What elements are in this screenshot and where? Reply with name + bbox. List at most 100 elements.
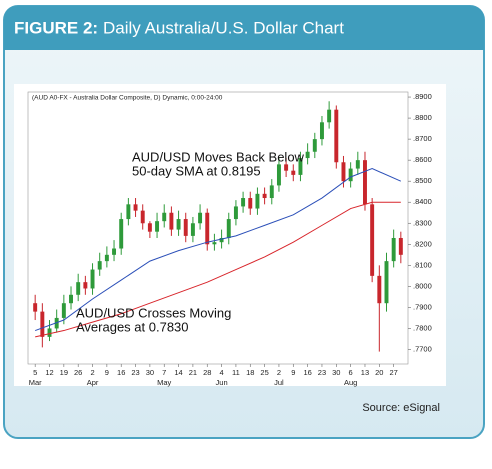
candle-body xyxy=(104,254,109,262)
x-tick-label: 9 xyxy=(105,368,109,377)
candle-body xyxy=(348,168,353,182)
candle-body xyxy=(355,160,360,169)
plot: .7700 .7800 .7900 .8000 .8100 .8200 .8300 .8400… xyxy=(29,92,432,387)
candle-body xyxy=(162,212,167,222)
y-tick-label: .8000 xyxy=(413,281,432,290)
x-tick-label: 16 xyxy=(117,368,125,377)
annotation: Averages at 0.7830 xyxy=(76,319,189,334)
candle-body xyxy=(370,204,375,276)
candle-body xyxy=(298,158,303,175)
y-tick-label: .8600 xyxy=(413,155,432,164)
candle-body xyxy=(391,237,396,262)
x-tick-label: 12 xyxy=(45,368,53,377)
x-tick-label: 14 xyxy=(174,368,182,377)
candle-body xyxy=(205,212,210,245)
candle-body xyxy=(262,193,267,199)
x-tick-label: 16 xyxy=(303,368,311,377)
x-tick-label: 28 xyxy=(203,368,211,377)
figure-label: FIGURE 2: xyxy=(14,18,98,37)
x-tick-label: 26 xyxy=(74,368,82,377)
candle-body xyxy=(334,109,339,163)
x-tick-label: 7 xyxy=(162,368,166,377)
candle-body xyxy=(126,204,131,220)
candle-body xyxy=(47,328,52,337)
x-tick-label: 9 xyxy=(291,368,295,377)
candle-body xyxy=(97,261,102,270)
candle-body xyxy=(198,212,203,224)
moving-average xyxy=(34,168,402,332)
chart-title: Daily Australia/U.S. Dollar Chart xyxy=(103,18,344,37)
source: Source: eSignal xyxy=(362,402,440,414)
y-tick-label: .7700 xyxy=(413,344,432,353)
header-band xyxy=(4,6,484,50)
month-label: Aug xyxy=(344,378,357,387)
x-tick-label: 27 xyxy=(389,368,397,377)
candle-body xyxy=(319,122,324,140)
candle-body xyxy=(398,237,403,255)
month-label: Jun xyxy=(216,378,228,387)
x-tick-label: 13 xyxy=(361,368,369,377)
x-tick-label: 2 xyxy=(90,368,94,377)
candle-body xyxy=(33,303,38,312)
candle-body xyxy=(255,193,260,209)
annotation: 50-day SMA at 0.8195 xyxy=(132,163,261,178)
x-tick-label: 2 xyxy=(277,368,281,377)
x-tick-label: 19 xyxy=(60,368,68,377)
candle-body xyxy=(341,162,346,182)
candle-body xyxy=(176,219,181,230)
candle-body xyxy=(61,303,66,318)
month-label: Apr xyxy=(87,378,99,387)
candle-body xyxy=(233,206,238,220)
chart-subtitle: (AUD A0-FX - Australia Dollar Composite,… xyxy=(32,95,223,102)
candle-body xyxy=(140,210,145,224)
candle-body xyxy=(276,164,281,186)
y-tick-label: .8300 xyxy=(413,218,432,227)
month-label: May xyxy=(157,378,171,387)
y-tick-label: .8800 xyxy=(413,113,432,122)
y-tick-label: .8700 xyxy=(413,134,432,143)
candle-body xyxy=(226,219,231,238)
candle-body xyxy=(76,282,81,295)
y-tick-label: .8200 xyxy=(413,239,432,248)
y-tick-label: .8900 xyxy=(413,92,432,101)
candle-body xyxy=(169,212,174,230)
candle-body xyxy=(155,221,160,232)
candle-body xyxy=(133,204,138,211)
x-tick-label: 6 xyxy=(349,368,353,377)
moving-average xyxy=(35,201,401,338)
candle-body xyxy=(183,219,188,236)
candle-body xyxy=(312,139,317,152)
y-tick-label: .8400 xyxy=(413,197,432,206)
x-tick-label: 23 xyxy=(131,368,139,377)
candle-body xyxy=(212,242,217,245)
y-tick-label: .7900 xyxy=(413,302,432,311)
y-tick-label: .8500 xyxy=(413,176,432,185)
candle-body xyxy=(219,237,224,243)
candle-body xyxy=(269,185,274,199)
x-tick-label: 20 xyxy=(375,368,383,377)
candle-body xyxy=(190,223,195,236)
month-label: Mar xyxy=(29,378,42,387)
plot-frame xyxy=(27,91,409,365)
candle-body xyxy=(305,151,310,159)
x-tick-label: 23 xyxy=(318,368,326,377)
candle-body xyxy=(327,109,332,123)
annotation: AUD/USD Crosses Moving xyxy=(76,305,231,320)
x-tick-label: 5 xyxy=(33,368,37,377)
candle-body xyxy=(83,282,88,289)
x-tick-label: 11 xyxy=(232,368,240,377)
candle-body xyxy=(248,198,253,209)
candle-body xyxy=(112,248,117,255)
candle-body xyxy=(69,294,73,304)
y-tick-label: .7800 xyxy=(413,323,432,332)
x-tick-label: 18 xyxy=(246,368,254,377)
candle-body xyxy=(241,198,246,207)
month-label: Jul xyxy=(274,378,284,387)
candle-body xyxy=(119,219,124,249)
candle-body xyxy=(40,311,45,337)
candle-body xyxy=(291,170,296,175)
y-tick-label: .8100 xyxy=(413,260,432,269)
annotation: AUD/USD Moves Back Below xyxy=(132,149,305,164)
x-tick-label: 25 xyxy=(260,368,268,377)
